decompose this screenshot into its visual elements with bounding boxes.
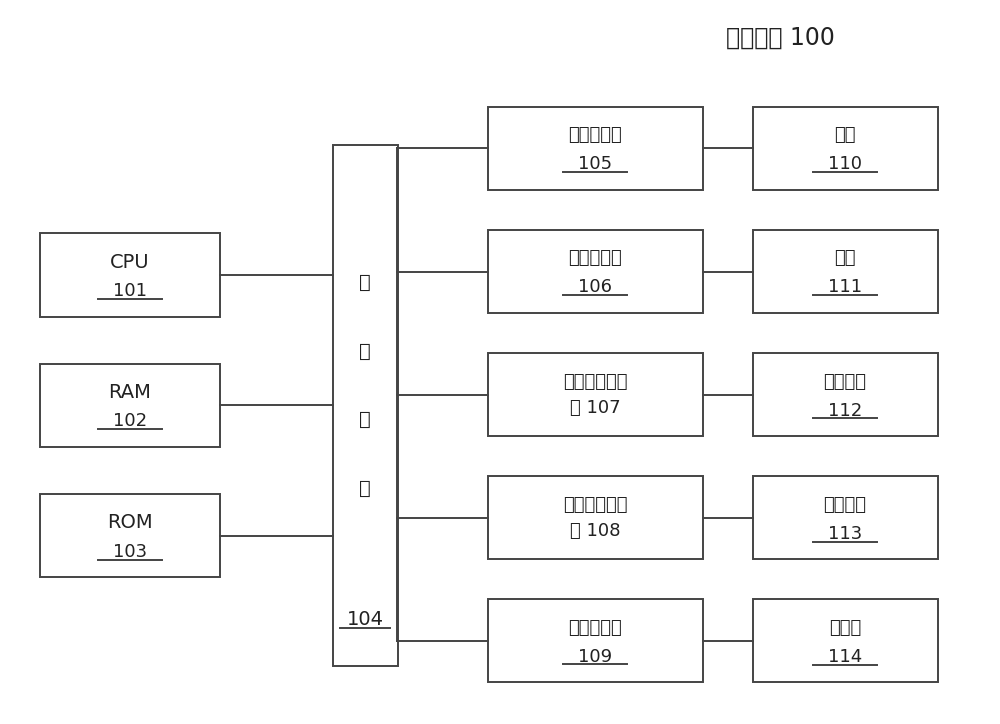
Text: RAM: RAM <box>109 383 151 402</box>
Text: 显示控制器: 显示控制器 <box>568 619 622 636</box>
Bar <box>488 476 702 560</box>
Text: 键盘控制器: 键盘控制器 <box>568 250 622 267</box>
Bar <box>40 363 220 447</box>
Bar <box>753 599 938 682</box>
Text: 并行接口控制: 并行接口控制 <box>563 496 627 513</box>
Bar <box>40 494 220 578</box>
Text: 系: 系 <box>359 411 371 429</box>
Text: 104: 104 <box>347 610 384 628</box>
Bar <box>753 476 938 560</box>
Text: CPU: CPU <box>110 253 150 272</box>
Text: 器 108: 器 108 <box>570 522 620 539</box>
Text: 105: 105 <box>578 156 612 173</box>
Text: 总: 总 <box>359 273 371 292</box>
Text: 统: 统 <box>359 479 371 498</box>
Text: 显示器: 显示器 <box>829 619 861 636</box>
Bar <box>332 145 398 666</box>
Bar <box>488 230 702 313</box>
Text: ROM: ROM <box>107 513 153 532</box>
Text: 112: 112 <box>828 402 862 419</box>
Text: 硬盘: 硬盘 <box>834 127 856 144</box>
Text: 101: 101 <box>113 282 147 300</box>
Text: 硬盘控制器: 硬盘控制器 <box>568 127 622 144</box>
Bar <box>40 233 220 317</box>
Text: 计算系统 100: 计算系统 100 <box>726 25 834 49</box>
Text: 111: 111 <box>828 279 862 296</box>
Text: 109: 109 <box>578 648 612 665</box>
Text: 110: 110 <box>828 156 862 173</box>
Text: 串行外设: 串行外设 <box>824 373 866 390</box>
Text: 103: 103 <box>113 543 147 560</box>
Text: 串行接口控制: 串行接口控制 <box>563 373 627 390</box>
Text: 102: 102 <box>113 413 147 430</box>
Bar <box>488 353 702 436</box>
Bar <box>753 106 938 190</box>
Bar <box>488 106 702 190</box>
Text: 并行外设: 并行外设 <box>824 496 866 513</box>
Text: 106: 106 <box>578 279 612 296</box>
Bar <box>753 353 938 436</box>
Text: 器 107: 器 107 <box>570 399 620 416</box>
Bar <box>753 230 938 313</box>
Text: 线: 线 <box>359 342 371 361</box>
Bar <box>488 599 702 682</box>
Text: 114: 114 <box>828 648 862 665</box>
Text: 键盘: 键盘 <box>834 250 856 267</box>
Text: 113: 113 <box>828 525 862 542</box>
